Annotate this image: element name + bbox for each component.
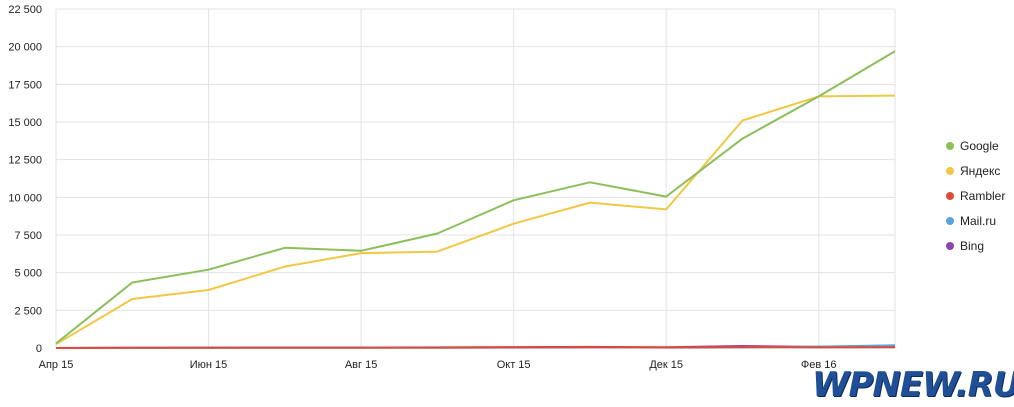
legend-item[interactable]: Mail.ru — [946, 208, 1014, 233]
series-line-rambler — [56, 347, 895, 348]
legend-marker-icon — [946, 242, 954, 250]
y-tick-label: 22 500 — [8, 4, 42, 16]
legend-marker-icon — [946, 167, 954, 175]
legend-marker-icon — [946, 142, 954, 150]
legend: Google Яндекс Rambler Mail.ru Bing — [946, 133, 1014, 258]
series-line-яндекс — [56, 96, 895, 345]
legend-label: Mail.ru — [960, 214, 996, 228]
x-tick-label: Июн 15 — [190, 359, 228, 371]
legend-label: Bing — [960, 239, 984, 253]
y-tick-label: 17 500 — [8, 79, 42, 91]
y-tick-label: 2 500 — [14, 305, 42, 317]
series-lines — [56, 51, 895, 348]
legend-marker-icon — [946, 192, 954, 200]
x-tick-label: Апр 15 — [39, 359, 74, 371]
x-tick-label: Дек 15 — [649, 359, 683, 371]
legend-label: Яндекс — [960, 164, 1000, 178]
y-tick-label: 10 000 — [8, 192, 42, 204]
x-axis-tick-labels: Апр 15 Июн 15 Авг 15 Окт 15 Дек 15 Фев 16 — [39, 359, 837, 371]
watermark-logo: WPNEW.RU — [812, 368, 1014, 402]
legend-item[interactable]: Rambler — [946, 183, 1014, 208]
legend-marker-icon — [946, 217, 954, 225]
y-tick-label: 5 000 — [14, 268, 42, 280]
x-tick-label: Окт 15 — [497, 359, 531, 371]
y-tick-label: 12 500 — [8, 155, 42, 167]
y-tick-label: 0 — [36, 343, 42, 355]
legend-item[interactable]: Bing — [946, 233, 1014, 258]
x-tick-label: Авг 15 — [345, 359, 377, 371]
y-axis-tick-labels: 0 2 500 5 000 7 500 10 000 12 500 15 000 17 500… — [8, 4, 42, 355]
y-tick-label: 20 000 — [8, 42, 42, 54]
grid-lines — [56, 9, 895, 348]
y-tick-label: 15 000 — [8, 117, 42, 129]
legend-label: Rambler — [960, 189, 1005, 203]
y-tick-label: 7 500 — [14, 230, 42, 242]
legend-item[interactable]: Google — [946, 133, 1014, 158]
legend-label: Google — [960, 139, 999, 153]
legend-item[interactable]: Яндекс — [946, 158, 1014, 183]
